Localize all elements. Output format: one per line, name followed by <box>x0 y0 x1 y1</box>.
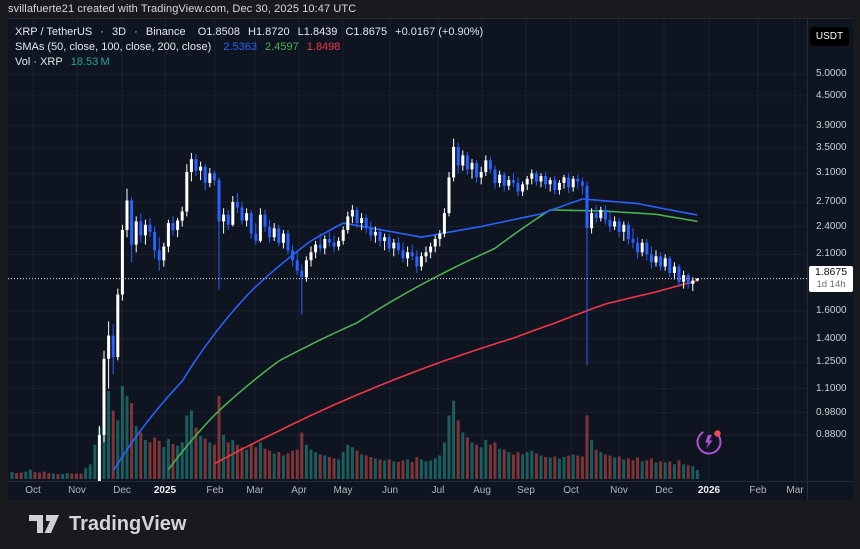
time-tick-label: 2025 <box>153 485 177 496</box>
price-tick-label: 2.7000 <box>816 196 847 208</box>
time-tick-label: Jun <box>381 485 399 496</box>
price-tick-label: 2.1000 <box>816 248 847 260</box>
price-chart[interactable] <box>8 19 807 481</box>
time-axis[interactable]: Oct Nov Dec 2025 Feb Mar Apr May Jun Jul Aug Sep Oct… <box>8 481 853 501</box>
price-tick-label: 3.1000 <box>816 167 847 179</box>
ohlc-open: O1.8508 <box>197 26 240 38</box>
time-tick-label: Jul <box>431 485 445 496</box>
bar-countdown: 1d 14h <box>816 278 846 290</box>
time-tick-label: Mar <box>246 485 264 496</box>
time-tick-label: Oct <box>25 485 41 496</box>
last-price-value: 1.8675 <box>814 265 848 278</box>
time-tick-label: Dec <box>655 485 673 496</box>
time-tick-label: Nov <box>68 485 86 496</box>
price-change: +0.0167 (+0.90%) <box>395 26 484 38</box>
price-tick-label: 0.9800 <box>816 406 847 418</box>
volume-value: 18.53 M <box>70 56 110 68</box>
sma50-value: 2.5363 <box>223 41 257 53</box>
volume-label: Vol · XRP <box>15 56 63 68</box>
price-tick-label: 4.5000 <box>816 89 847 101</box>
spark-button[interactable] <box>694 427 724 457</box>
exchange-label: Binance <box>145 26 186 38</box>
interval-label: 3D <box>112 26 127 38</box>
time-tick-label: May <box>333 485 353 496</box>
time-tick-label: 2026 <box>697 485 721 496</box>
price-axis[interactable]: USDT 5.0000 4.5000 3.9000 3.5000 3.1000 2.700… <box>807 19 853 501</box>
price-tick-label: 3.5000 <box>816 142 847 154</box>
time-tick-label: Apr <box>291 485 307 496</box>
ohlc-close: C1.8675 <box>345 26 388 38</box>
time-tick-label: Dec <box>113 485 131 496</box>
last-price-badge: 1.8675 1d 14h <box>809 265 853 292</box>
time-tick-label: Oct <box>563 485 579 496</box>
currency-toggle-button[interactable]: USDT <box>810 27 849 46</box>
legend-sma-row[interactable]: SMAs (50, close, 100, close, 200, close)… <box>15 40 488 55</box>
attribution-text: svillafuerte21 created with TradingView.… <box>8 3 357 15</box>
legend-volume-row[interactable]: Vol · XRP 18.53 M <box>15 55 488 70</box>
attribution-bar: svillafuerte21 created with TradingView.… <box>0 0 860 18</box>
price-tick-label: 1.1000 <box>816 382 847 394</box>
time-tick-label: Nov <box>610 485 628 496</box>
price-tick-label: 2.4000 <box>816 220 847 232</box>
legend-symbol-row[interactable]: XRP / TetherUS · 3D · Binance O1.8508 H1… <box>15 25 488 40</box>
ohlc-low: L1.8439 <box>297 26 338 38</box>
sma200-value: 1.8498 <box>306 41 341 53</box>
sma-label: SMAs (50, close, 100, close, 200, close) <box>15 41 212 53</box>
time-tick-label: Feb <box>206 485 224 496</box>
time-tick-label: Sep <box>517 485 535 496</box>
time-tick-label: Mar <box>786 485 804 496</box>
lightning-icon <box>696 429 722 455</box>
price-tick-label: 5.0000 <box>816 68 847 79</box>
symbol-name: XRP / TetherUS <box>15 26 93 38</box>
tradingview-wordmark: TradingView <box>69 512 187 535</box>
time-tick-label: Aug <box>473 485 491 496</box>
price-tick-label: 0.8800 <box>816 429 847 440</box>
separator: · <box>134 26 138 38</box>
chart-card: XRP / TetherUS · 3D · Binance O1.8508 H1… <box>8 18 853 501</box>
time-tick-label: Feb <box>749 485 767 496</box>
tradingview-logo-icon <box>29 515 59 533</box>
sma100-value: 2.4597 <box>265 41 299 53</box>
price-tick-label: 3.9000 <box>816 119 847 131</box>
price-tick-label: 1.2500 <box>816 356 847 368</box>
price-tick-label: 1.6000 <box>816 304 847 316</box>
chart-legend: XRP / TetherUS · 3D · Binance O1.8508 H1… <box>15 25 488 70</box>
price-tick-label: 1.4000 <box>816 332 847 344</box>
tradingview-footer-logo[interactable]: TradingView <box>29 509 186 539</box>
ohlc-high: H1.8720 <box>248 26 290 38</box>
separator: · <box>100 26 104 38</box>
